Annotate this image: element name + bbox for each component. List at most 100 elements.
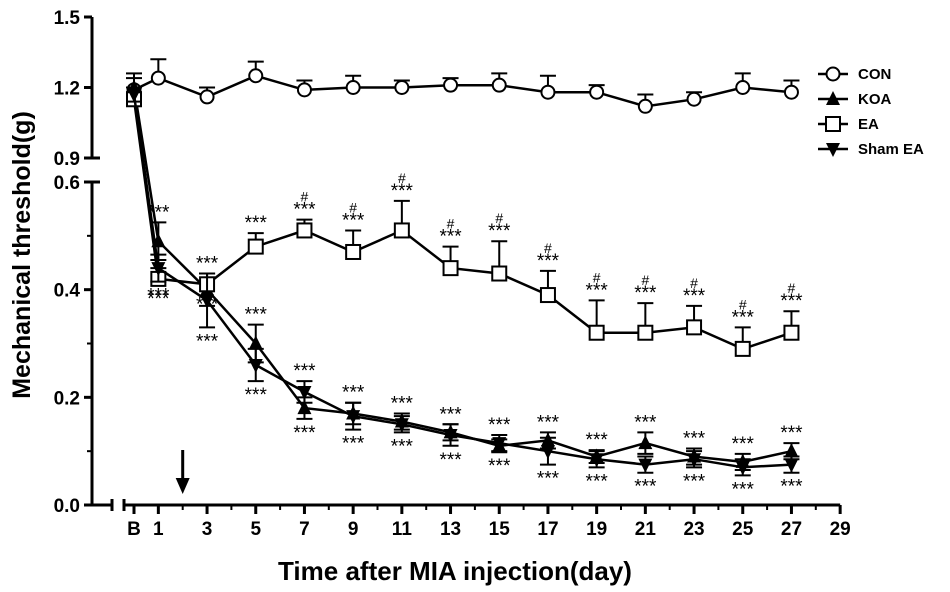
sig-label-sham-ea: ***	[683, 471, 706, 492]
hash-label-ea: #	[788, 280, 796, 296]
data-point-ea	[491, 265, 508, 282]
data-point-con	[589, 84, 605, 100]
sig-label-koa: ***	[147, 202, 170, 223]
sig-label-ea: ***	[293, 200, 316, 221]
sig-label-sham-ea: ***	[439, 450, 462, 471]
data-point-ea	[296, 222, 313, 239]
sig-label-ea: ***	[391, 181, 414, 202]
sig-label-koa: ***	[245, 305, 268, 326]
series-con	[126, 58, 800, 114]
x-tick-label: 15	[489, 519, 511, 540]
data-point-koa	[784, 443, 799, 458]
data-point-sham-ea	[248, 359, 263, 374]
data-point-con	[394, 80, 410, 95]
x-tick-label: 3	[202, 519, 213, 540]
x-tick-label: 7	[299, 519, 310, 540]
data-point-ea	[588, 324, 605, 341]
sig-label-sham-ea: ***	[196, 331, 219, 352]
sig-label-sham-ea: ***	[634, 477, 657, 498]
legend-label-koa: KOA	[858, 91, 892, 108]
injection-arrowhead	[175, 478, 190, 494]
sig-label-ea: ***	[732, 307, 755, 328]
y-tick-label: 0.2	[54, 388, 80, 409]
x-tick-label: 27	[781, 519, 802, 540]
data-point-sham-ea	[784, 458, 799, 473]
data-point-sham-ea	[346, 410, 361, 425]
legend: CON KOA EA Sham EA	[818, 66, 924, 158]
hash-label-ea: #	[739, 296, 747, 312]
legend-marker-ea	[825, 116, 841, 132]
data-point-ea	[686, 319, 703, 336]
series-ea	[126, 91, 800, 357]
data-point-sham-ea	[127, 88, 141, 103]
sig-label-koa: ***	[537, 412, 560, 433]
y-axis-label: Mechanical threshold(g)	[8, 111, 36, 399]
data-point-con	[783, 84, 799, 100]
legend-label-con: CON	[858, 66, 891, 83]
x-tick-label: 17	[537, 519, 558, 540]
series-line-ea	[132, 99, 792, 351]
data-point-koa	[297, 400, 312, 415]
sig-label-sham-ea: ***	[488, 456, 511, 477]
data-point-con	[345, 80, 361, 95]
data-point-ea	[637, 324, 654, 341]
sig-label-sham-ea: ***	[537, 469, 560, 490]
sig-label-ea: ***	[634, 283, 657, 304]
series-koa	[126, 77, 800, 472]
sig-label-koa: ***	[293, 361, 316, 382]
legend-marker-koa	[826, 91, 840, 105]
x-tick-label: 19	[586, 519, 607, 540]
data-point-sham-ea	[638, 458, 653, 473]
sig-label-koa: ***	[391, 393, 414, 414]
y-tick-label: 0.0	[54, 496, 80, 517]
legend-label-sham-ea: Sham EA	[858, 141, 924, 158]
data-point-koa	[248, 335, 263, 350]
sig-label-ea: ***	[683, 286, 706, 307]
y-tick-label: 0.9	[54, 149, 80, 170]
y-tick-label: 1.2	[54, 79, 80, 100]
sig-label-ea: ***	[147, 289, 170, 310]
sig-label-koa: ***	[634, 412, 657, 433]
sig-label-koa: ***	[196, 254, 219, 275]
data-point-sham-ea	[394, 418, 409, 433]
sig-label-koa: ***	[780, 423, 803, 444]
data-point-con	[199, 89, 215, 105]
data-point-sham-ea	[200, 294, 215, 309]
annotation-layer: *** *********#***#***#***# ***#***#***#***…	[147, 170, 803, 501]
x-tick-label: 5	[250, 519, 261, 540]
sig-label-sham-ea: ***	[245, 385, 268, 406]
data-point-ea	[247, 238, 264, 255]
data-point-con	[735, 80, 751, 95]
data-point-ea	[393, 222, 410, 239]
hash-label-ea: #	[641, 272, 649, 288]
sig-label-ea: ***	[342, 210, 365, 231]
hash-label-ea: #	[690, 275, 698, 291]
hash-label-ea: #	[349, 199, 357, 215]
sig-label-sham-ea: ***	[732, 479, 755, 500]
data-point-con	[296, 82, 312, 98]
sig-label-koa: ***	[732, 434, 755, 455]
sig-label-sham-ea: ***	[780, 477, 803, 498]
x-tick-label: 1	[153, 519, 164, 540]
sig-label-ea: ***	[537, 251, 560, 272]
x-tick-label: 29	[830, 519, 851, 540]
sig-label-ea: ***	[245, 213, 268, 234]
y-tick-label: 1.5	[54, 8, 81, 29]
x-tick-label: 25	[732, 519, 754, 540]
x-tick-label: 11	[392, 519, 413, 540]
data-point-sham-ea	[443, 429, 458, 444]
sig-label-ea: ***	[196, 294, 219, 315]
sig-label-koa: ***	[488, 415, 511, 436]
sig-label-ea: ***	[586, 280, 609, 301]
data-point-ea	[783, 324, 800, 341]
x-tick-label: 21	[635, 519, 657, 540]
data-point-ea	[345, 243, 362, 260]
sig-label-sham-ea: ***	[391, 436, 414, 457]
y-tick-label: 0.6	[54, 173, 80, 194]
axes: 0.00.20.40.60.91.21.5B 1 3 5 7 9 11 13 15 17 19 21 2…	[54, 8, 851, 540]
hash-label-ea: #	[301, 189, 309, 205]
sig-label-koa: ***	[439, 404, 462, 425]
data-point-con	[248, 68, 264, 84]
sig-label-ea: ***	[780, 291, 803, 312]
data-point-con	[150, 70, 166, 86]
